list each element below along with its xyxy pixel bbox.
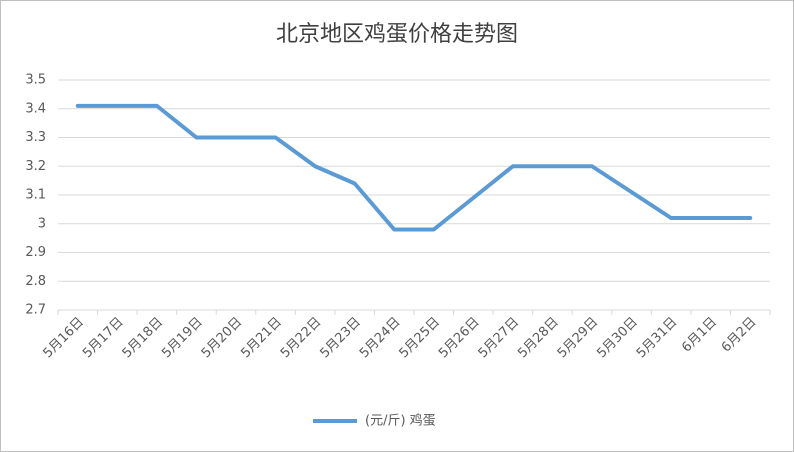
chart-title: 北京地区鸡蛋价格走势图 <box>276 22 518 47</box>
y-tick-label: 3.3 <box>25 130 46 145</box>
data-line <box>75 103 753 232</box>
y-tick-label: 2.7 <box>25 303 46 318</box>
y-tick-label: 2.8 <box>25 274 46 289</box>
y-tick-label: 3.1 <box>25 188 46 203</box>
legend-label: (元/斤) 鸡蛋 <box>365 413 436 429</box>
y-tick-label: 3.5 <box>25 73 46 88</box>
y-tick-label: 2.9 <box>25 245 46 260</box>
y-tick-label: 3.2 <box>25 159 46 174</box>
y-tick-label: 3 <box>38 216 46 231</box>
y-tick-label: 3.4 <box>25 101 46 116</box>
